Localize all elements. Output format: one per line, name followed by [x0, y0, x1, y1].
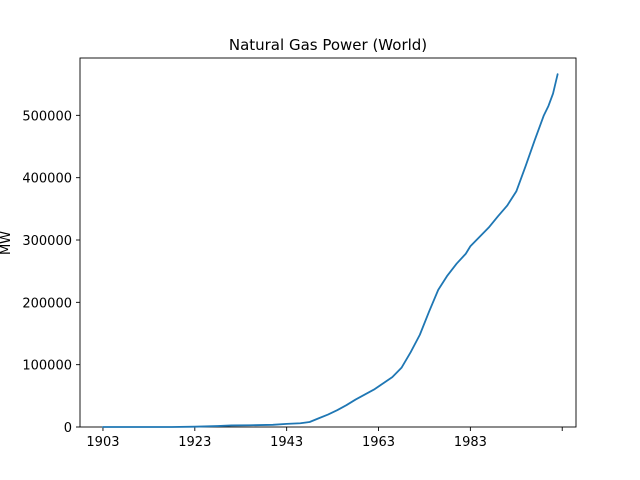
- plot-frame: [79, 57, 577, 428]
- y-tick-label: 200000: [22, 296, 72, 311]
- y-tick-label: 400000: [22, 172, 72, 187]
- series-group: [102, 73, 559, 428]
- axes: [79, 57, 577, 428]
- x-tick-label: 1923: [178, 435, 211, 450]
- y-tick-label: 100000: [22, 359, 72, 374]
- y-tick-label: 500000: [22, 109, 72, 124]
- x-tick-label: 1983: [454, 435, 487, 450]
- y-axis-label: MW: [0, 231, 14, 255]
- chart-title: Natural Gas Power (World): [229, 36, 427, 54]
- y-tick-label: 300000: [22, 234, 72, 249]
- x-axis-ticks: 1903 1923 1943 1963 1983: [86, 427, 563, 450]
- series-line-0: [102, 73, 559, 428]
- y-axis-ticks: 0 100000 200000 300000 400000 500000: [22, 109, 80, 436]
- x-tick-label: 1963: [362, 435, 395, 450]
- x-tick-label: 1943: [270, 435, 303, 450]
- x-tick-label: 1903: [86, 435, 119, 450]
- y-tick-label: 0: [64, 421, 72, 436]
